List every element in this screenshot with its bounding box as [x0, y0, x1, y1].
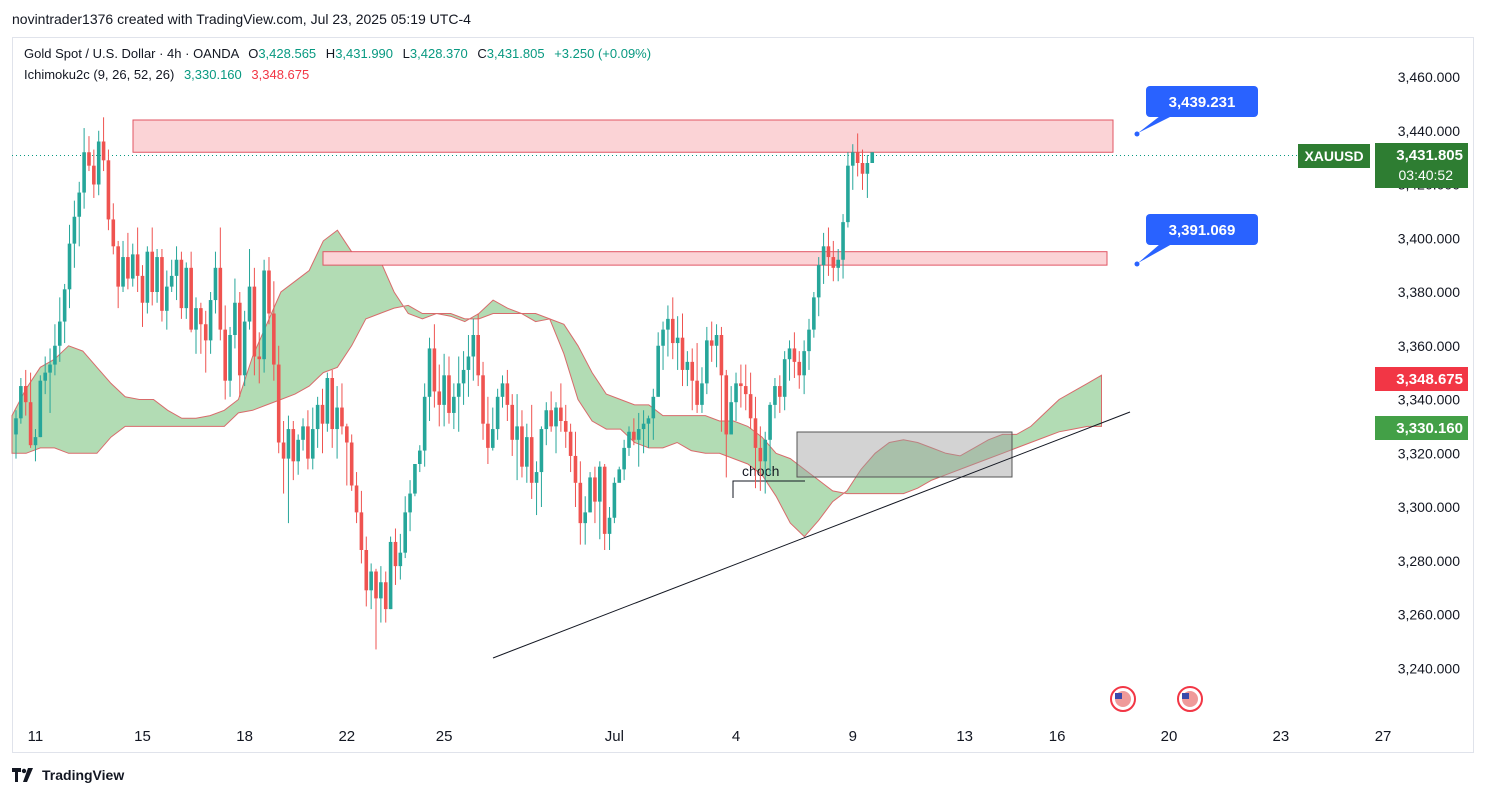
- indicator-name: Ichimoku2c (9, 26, 52, 26): [24, 67, 175, 82]
- indicator-value-a: 3,330.160: [183, 67, 242, 82]
- open-value: 3,428.565: [258, 46, 317, 61]
- high-label: H: [325, 46, 336, 61]
- open-label: O: [248, 46, 259, 61]
- symbol-label: Gold Spot / U.S. Dollar · 4h · OANDA: [24, 46, 239, 61]
- indicator-value-b: 3,348.675: [251, 67, 310, 82]
- close-label: C: [477, 46, 487, 61]
- attribution-text: novintrader1376 created with TradingView…: [12, 11, 471, 27]
- chart-frame[interactable]: [12, 37, 1474, 753]
- close-value: 3,431.805: [486, 46, 545, 61]
- change-value: +3.250 (+0.09%): [554, 46, 652, 61]
- low-label: L: [402, 46, 410, 61]
- low-value: 3,428.370: [409, 46, 468, 61]
- tradingview-logo-icon: [12, 768, 33, 782]
- indicator-legend[interactable]: Ichimoku2c (9, 26, 52, 26) 3,330.160 3,3…: [24, 67, 309, 82]
- footer-brand: TradingView: [42, 767, 125, 783]
- high-value: 3,431.990: [335, 46, 394, 61]
- tradingview-footer[interactable]: TradingView: [12, 767, 124, 783]
- ohlc-legend: Gold Spot / U.S. Dollar · 4h · OANDA O3,…: [24, 46, 651, 61]
